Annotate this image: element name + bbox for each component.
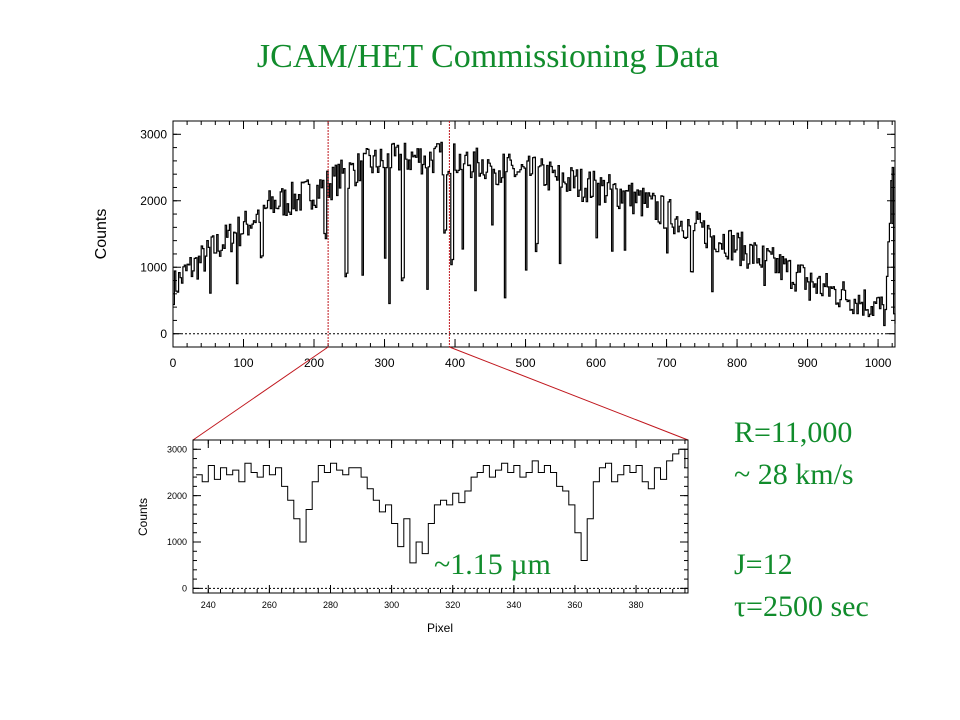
y-tick-label: 1000	[167, 537, 187, 547]
y-tick-label: 2000	[167, 491, 187, 501]
y-tick-label: 3000	[140, 127, 167, 141]
x-tick-label: 280	[323, 600, 338, 610]
x-tick-label: 500	[516, 356, 536, 370]
y-tick-label: 2000	[140, 194, 167, 208]
x-tick-label: 700	[657, 356, 677, 370]
y-tick-label: 0	[182, 584, 187, 594]
y-tick-label: 0	[160, 327, 167, 341]
exposure-annotation: τ=2500 sec	[734, 590, 869, 623]
bottom-chart: 240 260 280 300 320 340 360 380 0 1000 2000 3000 Co…	[136, 439, 689, 635]
x-tick-label: 340	[506, 600, 521, 610]
zoom-connector-left	[192, 346, 329, 441]
x-tick-label: 400	[445, 356, 465, 370]
bottom-chart-series-line	[196, 448, 686, 564]
x-tick-label: 360	[567, 600, 582, 610]
top-chart: 0 100 200 300 400 500 600 700 800 900 1000 0 1000 200…	[93, 120, 896, 370]
top-chart-ticks: 0 100 200 300 400 500 600 700 800 900 1000 0 1000 200…	[140, 120, 895, 370]
wavelength-annotation: ~1.15 µm	[434, 548, 551, 581]
zoom-connector-lines	[192, 346, 689, 441]
y-tick-label: 1000	[140, 260, 167, 274]
x-tick-label: 320	[445, 600, 460, 610]
velocity-annotation: ~ 28 km/s	[734, 458, 854, 491]
x-tick-label: 800	[727, 356, 747, 370]
x-tick-label: 1000	[865, 356, 892, 370]
slide-title: JCAM/HET Commissioning Data	[256, 38, 720, 75]
x-tick-label: 900	[798, 356, 818, 370]
x-tick-label: 100	[233, 356, 253, 370]
x-tick-label: 0	[170, 356, 177, 370]
resolution-annotation: R=11,000	[734, 416, 853, 449]
top-chart-y-axis-label: Counts	[93, 209, 110, 260]
zoom-connector-right	[449, 346, 689, 441]
x-tick-label: 380	[629, 600, 644, 610]
x-tick-label: 200	[304, 356, 324, 370]
bottom-chart-y-axis-label: Counts	[136, 498, 150, 536]
x-tick-label: 260	[262, 600, 277, 610]
x-tick-label: 300	[384, 600, 399, 610]
top-chart-zoom-markers	[327, 121, 450, 347]
top-chart-series-line	[173, 141, 896, 327]
x-tick-label: 600	[586, 356, 606, 370]
x-tick-label: 240	[201, 600, 216, 610]
y-tick-label: 3000	[167, 444, 187, 454]
x-tick-label: 300	[375, 356, 395, 370]
bottom-chart-x-axis-label: Pixel	[427, 621, 453, 635]
top-chart-frame	[172, 120, 896, 348]
magnitude-annotation: J=12	[734, 548, 793, 581]
